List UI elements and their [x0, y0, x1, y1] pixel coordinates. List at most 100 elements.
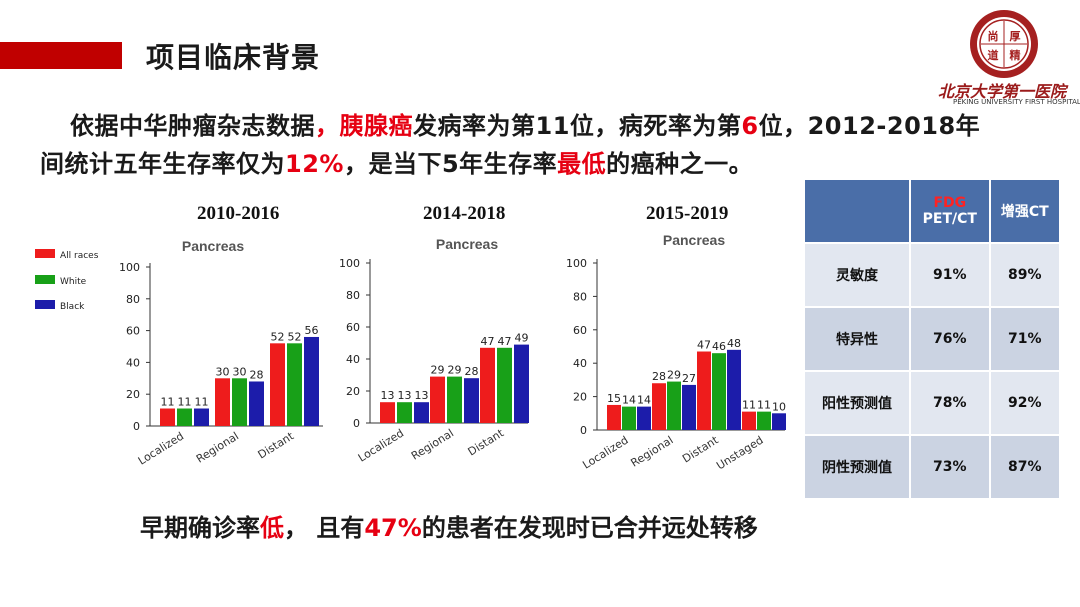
hospital-name-cn: 北京大学第一医院: [938, 82, 1067, 101]
bar-black: [772, 413, 786, 430]
table-row: 阳性预测值 78% 92%: [803, 370, 1062, 436]
y-tick-label: 40: [126, 356, 140, 369]
chart-title: Pancreas: [663, 232, 725, 248]
cell-fdg: 91%: [909, 242, 991, 308]
data-label: 14: [637, 394, 651, 407]
bar-black: [194, 408, 209, 426]
data-label: 30: [216, 365, 230, 378]
data-label: 27: [682, 372, 696, 385]
bar-white: [757, 411, 771, 430]
y-tick-label: 0: [353, 417, 360, 430]
bar-white: [622, 406, 636, 430]
bar-white: [667, 381, 681, 430]
bar-all-races: [270, 343, 285, 426]
conclusion-text: 早期确诊率低， 且有47%的患者在发现时已合并远处转移: [140, 514, 758, 542]
data-label: 29: [431, 364, 445, 377]
data-label: 11: [195, 396, 209, 409]
row-label: 阳性预测值: [803, 370, 911, 436]
bar-black: [682, 384, 696, 430]
category-label: Distant: [256, 429, 297, 461]
bar-all-races: [160, 408, 175, 426]
chart-legend: All races White Black: [35, 249, 99, 312]
svg-text:精: 精: [1010, 48, 1021, 62]
bar-white: [287, 343, 302, 426]
y-tick-label: 80: [573, 290, 587, 303]
y-tick-label: 60: [126, 325, 140, 338]
chart-period-1: 2010-2016: [197, 203, 280, 224]
chart-title: Pancreas: [436, 236, 498, 252]
category-label: Localized: [136, 430, 186, 468]
data-label: 15: [607, 392, 621, 405]
intro-line-2: 间统计五年生存率仅为12%，是当下5年生存率最低的癌种之一。: [40, 150, 754, 178]
bar-all-races: [215, 378, 230, 426]
data-label: 48: [727, 337, 741, 350]
cell-ct: 89%: [988, 242, 1062, 308]
hospital-logo-seal: 尚 厚 道 精: [970, 10, 1038, 78]
bar-black: [249, 381, 264, 426]
bar-white: [397, 402, 412, 423]
y-tick-label: 100: [119, 261, 140, 274]
data-label: 28: [652, 370, 666, 383]
bar-black: [304, 336, 319, 426]
data-label: 56: [305, 324, 319, 337]
chart-title: Pancreas: [182, 238, 244, 254]
bar-all-races: [742, 411, 756, 430]
cell-ct: 87%: [988, 434, 1062, 500]
y-tick-label: 20: [573, 391, 587, 404]
cell-ct: 71%: [988, 306, 1062, 372]
bar-black: [464, 378, 479, 423]
category-label: Regional: [409, 427, 456, 463]
data-label: 11: [757, 399, 771, 412]
data-label: 52: [271, 330, 285, 343]
data-label: 47: [498, 335, 512, 348]
y-tick-label: 60: [573, 324, 587, 337]
data-label: 10: [772, 400, 786, 413]
svg-text:道: 道: [988, 48, 999, 62]
bar-white: [177, 408, 192, 426]
row-label: 灵敏度: [803, 242, 911, 308]
y-tick-label: 0: [133, 420, 140, 433]
bar-white: [497, 347, 512, 423]
y-tick-label: 100: [339, 257, 360, 270]
category-label: Regional: [628, 434, 675, 470]
data-label: 28: [250, 368, 264, 381]
row-label: 特异性: [803, 306, 911, 372]
bar-black: [514, 344, 529, 423]
chart-period-2: 2014-2018: [423, 203, 506, 224]
legend-label-all-races: All races: [60, 251, 99, 261]
chart-period-3: 2015-2019: [646, 203, 729, 224]
y-tick-label: 80: [346, 289, 360, 302]
cell-fdg: 73%: [909, 434, 991, 500]
category-label: Localized: [580, 434, 630, 472]
legend-swatch-white: [35, 275, 55, 284]
bar-white: [447, 376, 462, 423]
y-tick-label: 20: [346, 385, 360, 398]
y-tick-label: 40: [573, 357, 587, 370]
data-label: 47: [481, 335, 495, 348]
bar-white: [712, 353, 726, 430]
table-row: 阴性预测值 73% 87%: [803, 434, 1062, 500]
category-label: Unstaged: [714, 434, 765, 473]
data-label: 49: [515, 332, 529, 345]
table-header-fdg-petct: FDG PET/CT: [909, 178, 991, 244]
bar-all-races: [380, 402, 395, 423]
y-tick-label: 0: [580, 424, 587, 437]
category-label: Localized: [356, 427, 406, 465]
bar-all-races: [652, 383, 666, 430]
bar-all-races: [480, 347, 495, 423]
data-label: 14: [622, 394, 636, 407]
page-title: 项目临床背景: [146, 41, 321, 74]
data-label: 11: [161, 396, 175, 409]
title-accent-bar: [0, 42, 122, 69]
cell-fdg: 78%: [909, 370, 991, 436]
data-label: 52: [288, 330, 302, 343]
table-row: 灵敏度 91% 89%: [803, 242, 1062, 308]
y-tick-label: 20: [126, 388, 140, 401]
hospital-name-en: PEKING UNIVERSITY FIRST HOSPITAL: [953, 98, 1080, 106]
y-tick-label: 60: [346, 321, 360, 334]
bar-all-races: [430, 376, 445, 423]
category-label: Distant: [466, 426, 507, 458]
cell-ct: 92%: [988, 370, 1062, 436]
